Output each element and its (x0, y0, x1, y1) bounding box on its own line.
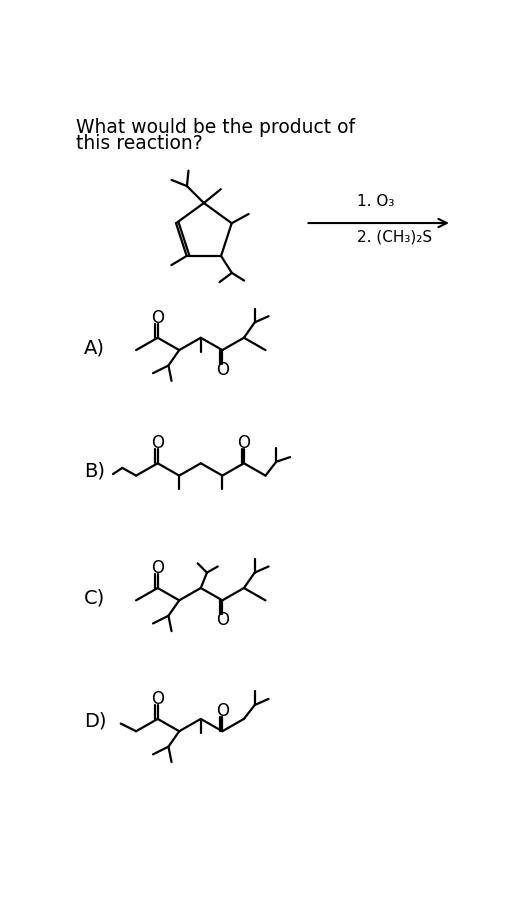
Text: B): B) (84, 462, 105, 481)
Text: O: O (216, 361, 229, 379)
Text: O: O (151, 309, 164, 326)
Text: D): D) (84, 712, 106, 731)
Text: O: O (151, 559, 164, 577)
Text: A): A) (84, 338, 105, 357)
Text: O: O (151, 435, 164, 453)
Text: O: O (216, 703, 229, 720)
Text: C): C) (84, 588, 105, 607)
Text: 2. (CH₃)₂S: 2. (CH₃)₂S (357, 229, 432, 245)
Text: 1. O₃: 1. O₃ (357, 195, 394, 209)
Text: What would be the product of: What would be the product of (76, 118, 355, 137)
Text: O: O (216, 612, 229, 629)
Text: O: O (151, 690, 164, 708)
Text: this reaction?: this reaction? (76, 135, 203, 154)
Text: O: O (237, 435, 250, 453)
